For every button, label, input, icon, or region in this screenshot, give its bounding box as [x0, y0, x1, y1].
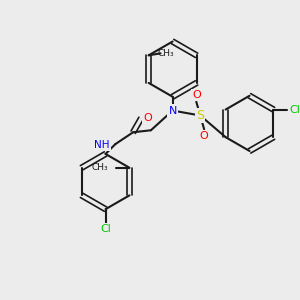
Text: CH₃: CH₃ — [91, 163, 108, 172]
Text: N: N — [168, 106, 177, 116]
Text: NH: NH — [94, 140, 110, 150]
Text: O: O — [200, 131, 208, 141]
Text: O: O — [192, 90, 201, 100]
Text: CH₃: CH₃ — [157, 49, 174, 58]
Text: S: S — [196, 109, 204, 122]
Text: Cl: Cl — [100, 224, 111, 234]
Text: O: O — [144, 113, 152, 123]
Text: Cl: Cl — [290, 105, 300, 115]
